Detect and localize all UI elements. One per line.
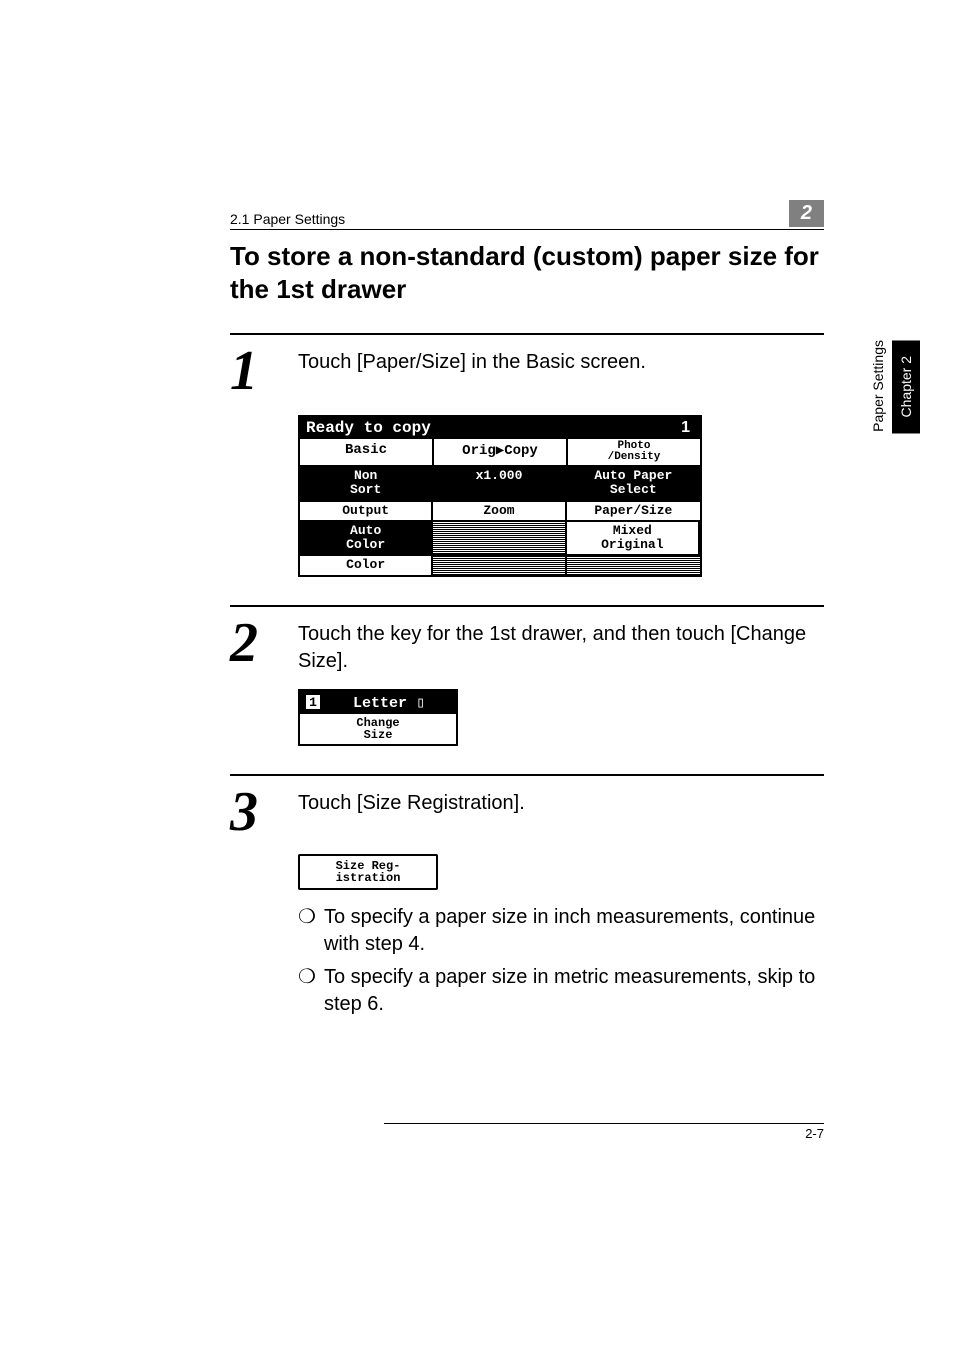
step-1-text: Touch [Paper/Size] in the Basic screen.: [298, 343, 646, 376]
bullet-inch-text: To specify a paper size in inch measurem…: [324, 904, 824, 958]
lcd-spacer-2: [433, 554, 566, 574]
bullet-inch: ❍ To specify a paper size in inch measur…: [298, 904, 824, 958]
lcd-spacer: [433, 522, 566, 555]
tab-basic[interactable]: Basic: [300, 439, 434, 465]
drawer-size-label: Letter ▯: [326, 693, 452, 712]
btn-paper-size[interactable]: Paper/Size: [567, 502, 700, 520]
step-2-number: 2: [230, 615, 280, 671]
drawer-selector: 1 Letter ▯ ChangeSize: [298, 689, 458, 746]
side-tab-chapter: Chapter 2: [892, 340, 920, 433]
drawer-1-button[interactable]: 1 Letter ▯: [300, 691, 456, 714]
btn-non-sort[interactable]: NonSort: [300, 467, 433, 500]
lcd-copy-count: 1: [681, 419, 694, 437]
tab-photo-line2: /Density: [568, 452, 700, 463]
btn-zoom[interactable]: Zoom: [433, 502, 566, 520]
btn-auto-paper-select[interactable]: Auto PaperSelect: [567, 467, 700, 500]
page-number-chip: 2: [789, 200, 824, 227]
step-1: 1 Touch [Paper/Size] in the Basic screen…: [230, 333, 824, 577]
side-tab-section: Paper Settings: [870, 340, 886, 432]
bullet-metric-text: To specify a paper size in metric measur…: [324, 964, 824, 1018]
step-3-text: Touch [Size Registration].: [298, 784, 525, 817]
header-row: 2.1 Paper Settings 2: [230, 200, 824, 230]
step-3-number: 3: [230, 784, 280, 840]
btn-zoom-value[interactable]: x1.000: [433, 467, 566, 500]
btn-output[interactable]: Output: [300, 502, 433, 520]
breadcrumb: 2.1 Paper Settings: [230, 211, 345, 227]
tab-photo-density[interactable]: Photo /Density: [568, 439, 700, 465]
bullet-marker-icon: ❍: [298, 964, 316, 1018]
step-3: 3 Touch [Size Registration]. Size Reg-is…: [230, 774, 824, 1018]
btn-mixed-original[interactable]: MixedOriginal: [567, 522, 700, 555]
step-2-text: Touch the key for the 1st drawer, and th…: [298, 615, 824, 675]
lcd-status-text: Ready to copy: [306, 419, 431, 437]
lcd-spacer-3: [567, 554, 700, 574]
tab-orig-copy[interactable]: Orig▶Copy: [434, 439, 568, 465]
btn-auto-color[interactable]: AutoColor: [300, 522, 433, 555]
lcd-row-2: Output Zoom Paper/Size: [300, 502, 700, 522]
lcd-row-3: AutoColor MixedOriginal Color: [300, 522, 700, 575]
step-3-notes: ❍ To specify a paper size in inch measur…: [298, 904, 824, 1018]
bullet-metric: ❍ To specify a paper size in metric meas…: [298, 964, 824, 1018]
size-registration-button[interactable]: Size Reg-istration: [298, 854, 438, 890]
lcd-row-1: NonSort x1.000 Auto PaperSelect: [300, 467, 700, 502]
change-size-button[interactable]: ChangeSize: [300, 714, 456, 744]
lcd-basic-screen: Ready to copy 1 Basic Orig▶Copy Photo /D…: [298, 415, 702, 577]
bullet-marker-icon: ❍: [298, 904, 316, 958]
btn-color[interactable]: Color: [300, 554, 433, 574]
lcd-tab-row: Basic Orig▶Copy Photo /Density: [300, 439, 700, 467]
page: 2.1 Paper Settings 2 To store a non-stan…: [0, 0, 954, 1351]
step-1-number: 1: [230, 343, 280, 399]
drawer-number-icon: 1: [304, 693, 322, 711]
step-2: 2 Touch the key for the 1st drawer, and …: [230, 605, 824, 746]
page-title: To store a non-standard (custom) paper s…: [230, 240, 824, 305]
page-footer: 2-7: [384, 1123, 824, 1141]
